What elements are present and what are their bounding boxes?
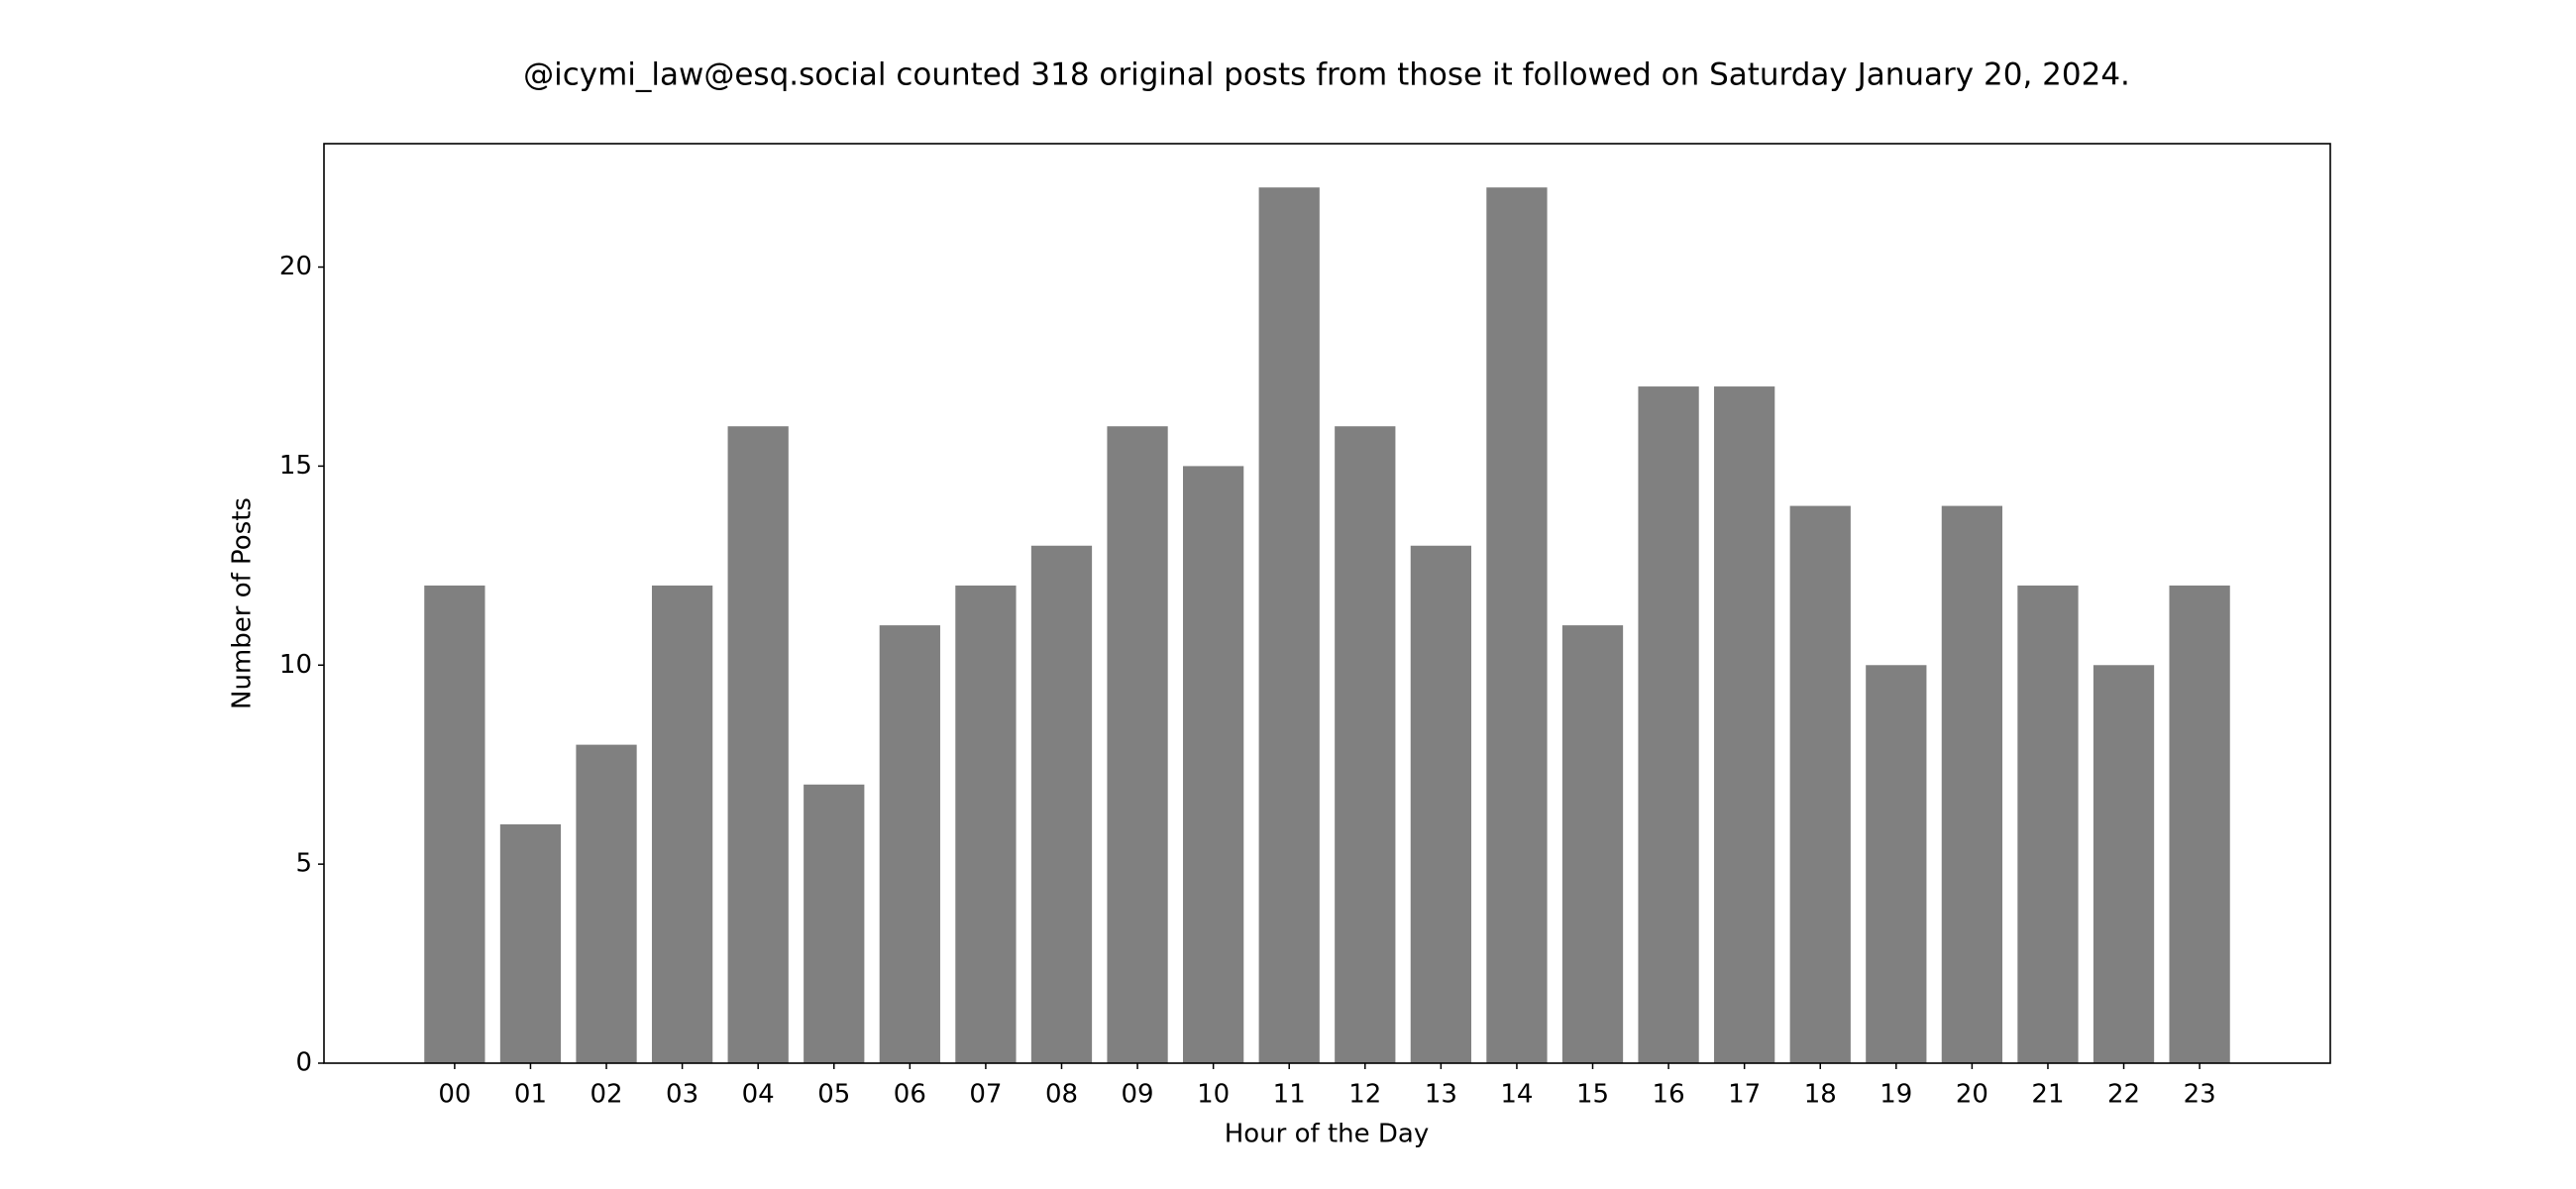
- x-tick-label: 00: [438, 1080, 471, 1110]
- x-tick-label: 19: [1879, 1080, 1912, 1110]
- bar: [1258, 187, 1320, 1063]
- bar: [1030, 545, 1093, 1063]
- bar: [2093, 665, 2155, 1063]
- x-tick-label: 05: [817, 1080, 850, 1110]
- bar: [1866, 665, 1927, 1063]
- chart-title: @icymi_law@esq.social counted 318 origin…: [523, 57, 2130, 93]
- x-tick-label: 01: [514, 1080, 547, 1110]
- bar: [1941, 505, 2003, 1063]
- bar: [1410, 545, 1471, 1063]
- x-tick-label: 16: [1653, 1080, 1685, 1110]
- x-tick-label: 22: [2107, 1080, 2140, 1110]
- bar: [424, 585, 485, 1063]
- bar: [1107, 426, 1168, 1063]
- bar: [2169, 585, 2230, 1063]
- x-tick-label: 02: [590, 1080, 622, 1110]
- x-tick-label: 17: [1728, 1080, 1761, 1110]
- bar: [804, 784, 865, 1063]
- bar: [1183, 466, 1244, 1063]
- y-tick-label: 20: [279, 252, 312, 281]
- bar: [1789, 505, 1851, 1063]
- bar: [727, 426, 789, 1063]
- bar: [2017, 585, 2079, 1063]
- bar: [499, 823, 562, 1063]
- bar: [955, 585, 1017, 1063]
- y-tick-label: 5: [295, 849, 312, 879]
- y-tick-label: 10: [279, 650, 312, 680]
- x-tick-label: 12: [1348, 1080, 1381, 1110]
- bar: [1638, 386, 1699, 1063]
- bar: [1714, 386, 1775, 1063]
- x-tick-label: 18: [1804, 1080, 1837, 1110]
- x-tick-label: 13: [1425, 1080, 1457, 1110]
- x-tick-label: 08: [1045, 1080, 1078, 1110]
- x-tick-label: 14: [1500, 1080, 1533, 1110]
- bar: [1486, 187, 1548, 1063]
- y-tick-label: 0: [295, 1048, 312, 1078]
- x-tick-label: 15: [1576, 1080, 1609, 1110]
- y-tick-label: 15: [279, 451, 312, 481]
- bar: [879, 625, 940, 1063]
- x-tick-label: 04: [742, 1080, 775, 1110]
- bar: [651, 585, 713, 1063]
- x-tick-label: 20: [1956, 1080, 1988, 1110]
- bar: [1561, 625, 1624, 1063]
- x-tick-label: 03: [666, 1080, 698, 1110]
- x-tick-label: 21: [2031, 1080, 2064, 1110]
- x-tick-label: 09: [1122, 1080, 1154, 1110]
- x-tick-label: 06: [894, 1080, 926, 1110]
- x-tick-label: 23: [2184, 1080, 2216, 1110]
- plot-frame: [323, 143, 2331, 1064]
- x-tick-label: 07: [969, 1080, 1002, 1110]
- bar: [1335, 426, 1396, 1063]
- x-tick-label: 10: [1197, 1080, 1230, 1110]
- x-axis-label: Hour of the Day: [1225, 1120, 1430, 1149]
- bar: [576, 744, 637, 1063]
- x-tick-label: 11: [1273, 1080, 1306, 1110]
- y-axis-label: Number of Posts: [228, 497, 258, 709]
